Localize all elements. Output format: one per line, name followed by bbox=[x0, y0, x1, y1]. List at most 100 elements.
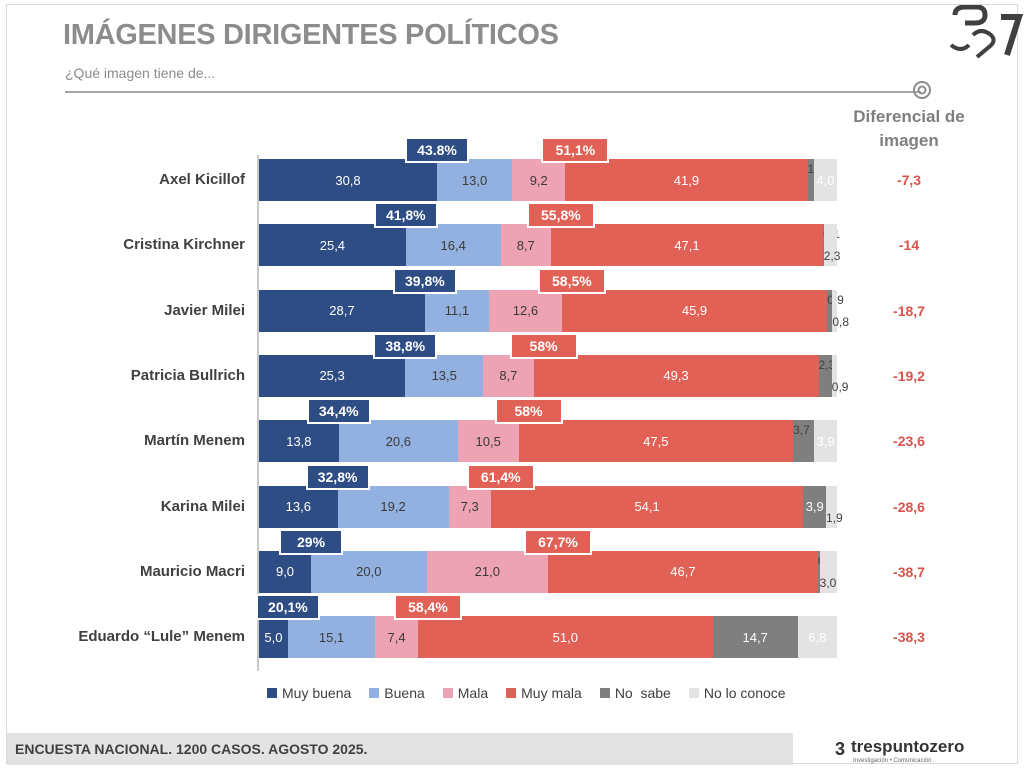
bar-segment: 2,3 bbox=[818, 354, 835, 397]
legend-swatch bbox=[599, 688, 610, 698]
footer-bar: ENCUESTA NACIONAL. 1200 CASOS. AGOSTO 20… bbox=[7, 733, 793, 765]
bar-segment: 25,4 bbox=[259, 224, 406, 267]
row-name-label: Cristina Kirchner bbox=[123, 236, 245, 254]
negative-total-badge: 67,7% bbox=[524, 528, 592, 555]
legend-swatch bbox=[369, 688, 380, 698]
brand-subtitle: Investigación • Comunicación bbox=[853, 758, 932, 764]
bar-segment: 0,8 bbox=[832, 289, 849, 332]
legend-swatch bbox=[442, 688, 453, 698]
bar-segment: 4,0 bbox=[813, 159, 837, 201]
positive-total-badge: 32,8% bbox=[305, 463, 370, 490]
legend-label: No lo conoce bbox=[703, 685, 786, 701]
swirl-icon bbox=[913, 81, 931, 99]
positive-total-badge: 43.8% bbox=[405, 137, 470, 163]
bar-segment: 45,9 bbox=[561, 289, 828, 332]
negative-total-badge: 55,8% bbox=[526, 202, 595, 229]
legend-item: No lo conoce bbox=[688, 685, 786, 701]
bar-segment: 3,9 bbox=[803, 485, 826, 528]
differential-value: -23,6 bbox=[893, 433, 925, 450]
page-title: IMÁGENES DIRIGENTES POLÍTICOS bbox=[63, 19, 559, 51]
bar-segment: 8,7 bbox=[483, 354, 534, 397]
bar-segment: 7,3 bbox=[448, 485, 491, 528]
differential-value: -28,6 bbox=[893, 498, 925, 515]
bar-segment: 46,7 bbox=[548, 550, 818, 593]
brand-name: trespuntozero bbox=[851, 737, 965, 756]
positive-total-badge: 39,8% bbox=[392, 267, 457, 294]
bar-segment: 13,0 bbox=[437, 159, 513, 201]
bar-segment: 20,0 bbox=[311, 550, 427, 593]
bar-segment: 30,8 bbox=[259, 159, 438, 201]
brand-mark: 3 bbox=[835, 739, 846, 759]
legend-item: Muy buena bbox=[267, 685, 351, 701]
positive-total-badge: 29% bbox=[279, 528, 344, 555]
row-name-label: Axel Kicillof bbox=[159, 171, 245, 188]
legend-swatch bbox=[688, 688, 699, 698]
positive-total-badge: 38,8% bbox=[373, 332, 438, 359]
slide: IMÁGENES DIRIGENTES POLÍTICOS ¿Qué image… bbox=[6, 4, 1024, 765]
bar-segment: 25,3 bbox=[259, 354, 406, 397]
row-name-label: Mauricio Macri bbox=[139, 562, 245, 580]
bar-segment: 2,3 bbox=[823, 224, 840, 267]
bar-segment: 9,0 bbox=[259, 550, 312, 593]
legend-item: Mala bbox=[442, 685, 489, 701]
title-rule bbox=[65, 91, 921, 93]
positive-total-badge: 41,8% bbox=[373, 202, 438, 229]
differential-value: -19,2 bbox=[893, 367, 925, 384]
bar-segment: 3,0 bbox=[819, 550, 837, 593]
page-subtitle: ¿Qué imagen tiene de... bbox=[65, 65, 216, 81]
bar-segment: 3,9 bbox=[814, 420, 837, 463]
legend-label: Muy mala bbox=[521, 685, 582, 701]
legend-label: Buena bbox=[384, 685, 425, 701]
differential-value: -38,3 bbox=[893, 629, 925, 646]
negative-total-badge: 51,1% bbox=[541, 137, 610, 163]
bar-segment: 13,8 bbox=[259, 420, 339, 463]
negative-total-badge: 58% bbox=[509, 332, 578, 359]
bar-segment: 51,0 bbox=[417, 616, 713, 659]
brand-logo: 3 trespuntozero Investigación • Comunica… bbox=[835, 737, 985, 765]
brand-corner-logo-icon bbox=[949, 5, 1024, 59]
differential-value: -18,7 bbox=[893, 302, 925, 319]
bar-segment: 47,5 bbox=[518, 420, 794, 463]
bar-segment: 9,2 bbox=[512, 159, 566, 201]
legend-label: Mala bbox=[457, 685, 489, 701]
row-name-label: Patricia Bullrich bbox=[130, 366, 245, 384]
negative-total-badge: 58% bbox=[494, 398, 563, 425]
negative-total-badge: 58,5% bbox=[537, 267, 606, 294]
legend-item: No sabe bbox=[599, 685, 671, 701]
row-name-label: Karina Milei bbox=[160, 497, 245, 515]
bar-segment: 12,6 bbox=[489, 289, 562, 332]
bar-segment: 16,4 bbox=[405, 224, 501, 267]
bar-segment: 14,7 bbox=[712, 616, 798, 659]
negative-total-badge: 58,4% bbox=[393, 594, 462, 621]
bar-segment: 1,9 bbox=[826, 485, 843, 528]
row-name-label: Eduardo “Lule” Menem bbox=[78, 628, 245, 646]
bar-segment: 49,3 bbox=[533, 354, 819, 397]
bar-segment: 21,0 bbox=[426, 550, 548, 593]
bar-segment: 10,5 bbox=[457, 420, 519, 463]
bar-segment: 15,1 bbox=[287, 616, 376, 659]
row-name-label: Javier Milei bbox=[164, 301, 245, 319]
bar-segment: 19,2 bbox=[337, 485, 449, 528]
legend-label: No sabe bbox=[614, 685, 671, 701]
bar-segment: 5,0 bbox=[259, 616, 288, 659]
legend-swatch bbox=[267, 688, 277, 698]
positive-total-badge: 20,1% bbox=[255, 594, 320, 621]
bar-segment: 13,6 bbox=[259, 485, 338, 528]
differential-value: -7,3 bbox=[896, 172, 922, 188]
bar-segment: 0,9 bbox=[831, 354, 848, 397]
bar-segment: 6,8 bbox=[797, 616, 837, 659]
bar-segment: 28,7 bbox=[259, 289, 425, 332]
negative-total-badge: 61,4% bbox=[466, 463, 535, 490]
bar-segment: 47,1 bbox=[550, 224, 824, 267]
bar-segment: 54,1 bbox=[490, 485, 804, 528]
chart-legend: Muy buena Buena Mala Muy mala No sabe No lo c… bbox=[267, 685, 786, 701]
legend-label: Muy buena bbox=[282, 685, 352, 701]
bar-segment: 41,9 bbox=[565, 159, 808, 201]
bar-segment: 20,6 bbox=[338, 420, 458, 463]
row-name-label: Martín Menem bbox=[144, 432, 245, 450]
bar-segment: 3,7 bbox=[793, 420, 815, 463]
legend-item: Muy mala bbox=[506, 685, 582, 701]
differential-header: Diferencial de imagen bbox=[853, 107, 965, 150]
bar-segment: 11,1 bbox=[424, 289, 490, 332]
differential-value: -38,7 bbox=[893, 563, 925, 580]
